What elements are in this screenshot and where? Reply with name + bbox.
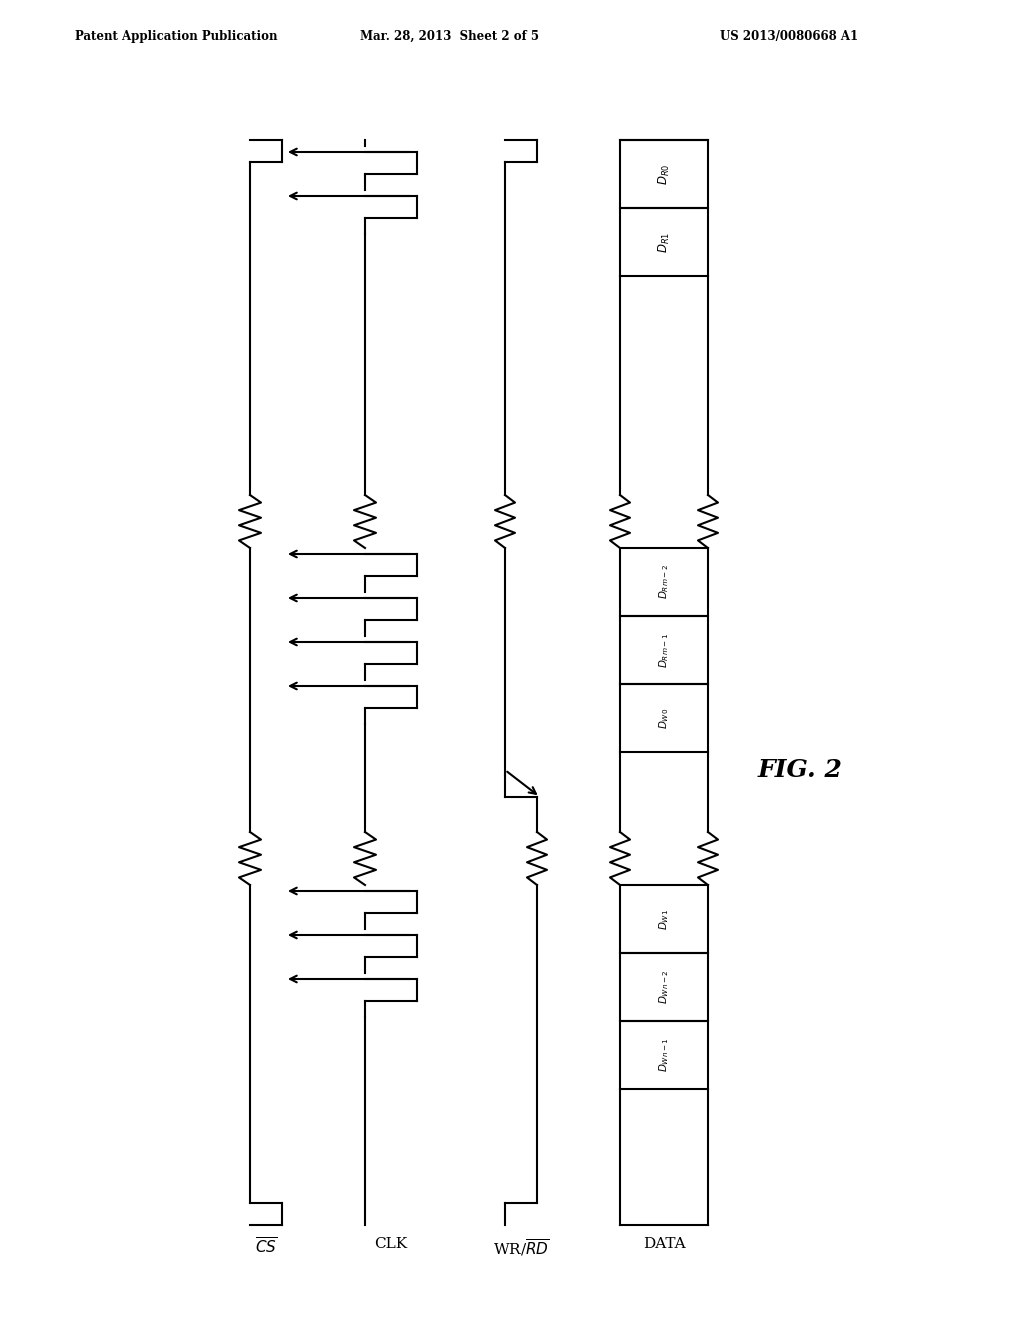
Text: $D_{W1}$: $D_{W1}$ <box>657 908 671 929</box>
Text: US 2013/0080668 A1: US 2013/0080668 A1 <box>720 30 858 44</box>
Bar <box>620 884 708 953</box>
Text: Mar. 28, 2013  Sheet 2 of 5: Mar. 28, 2013 Sheet 2 of 5 <box>360 30 540 44</box>
Text: WR/$\overline{RD}$: WR/$\overline{RD}$ <box>493 1237 549 1258</box>
Bar <box>620 684 708 752</box>
Bar <box>620 209 708 276</box>
Bar <box>620 548 708 616</box>
Text: $D_{Rm-1}$: $D_{Rm-1}$ <box>657 632 671 668</box>
Text: $D_{Wn-1}$: $D_{Wn-1}$ <box>657 1038 671 1072</box>
Text: Patent Application Publication: Patent Application Publication <box>75 30 278 44</box>
Bar <box>620 616 708 684</box>
Bar <box>620 140 708 209</box>
Text: DATA: DATA <box>643 1237 685 1251</box>
Text: $D_{Wn-2}$: $D_{Wn-2}$ <box>657 970 671 1005</box>
Text: CLK: CLK <box>375 1237 408 1251</box>
Text: $D_{R1}$: $D_{R1}$ <box>656 231 672 252</box>
Bar <box>620 953 708 1020</box>
Text: $\overline{CS}$: $\overline{CS}$ <box>255 1237 278 1257</box>
Text: $D_{Rm-2}$: $D_{Rm-2}$ <box>657 565 671 599</box>
Text: $D_{W0}$: $D_{W0}$ <box>657 708 671 729</box>
Bar <box>620 1020 708 1089</box>
Text: $D_{R0}$: $D_{R0}$ <box>656 164 672 185</box>
Text: FIG. 2: FIG. 2 <box>758 758 843 781</box>
